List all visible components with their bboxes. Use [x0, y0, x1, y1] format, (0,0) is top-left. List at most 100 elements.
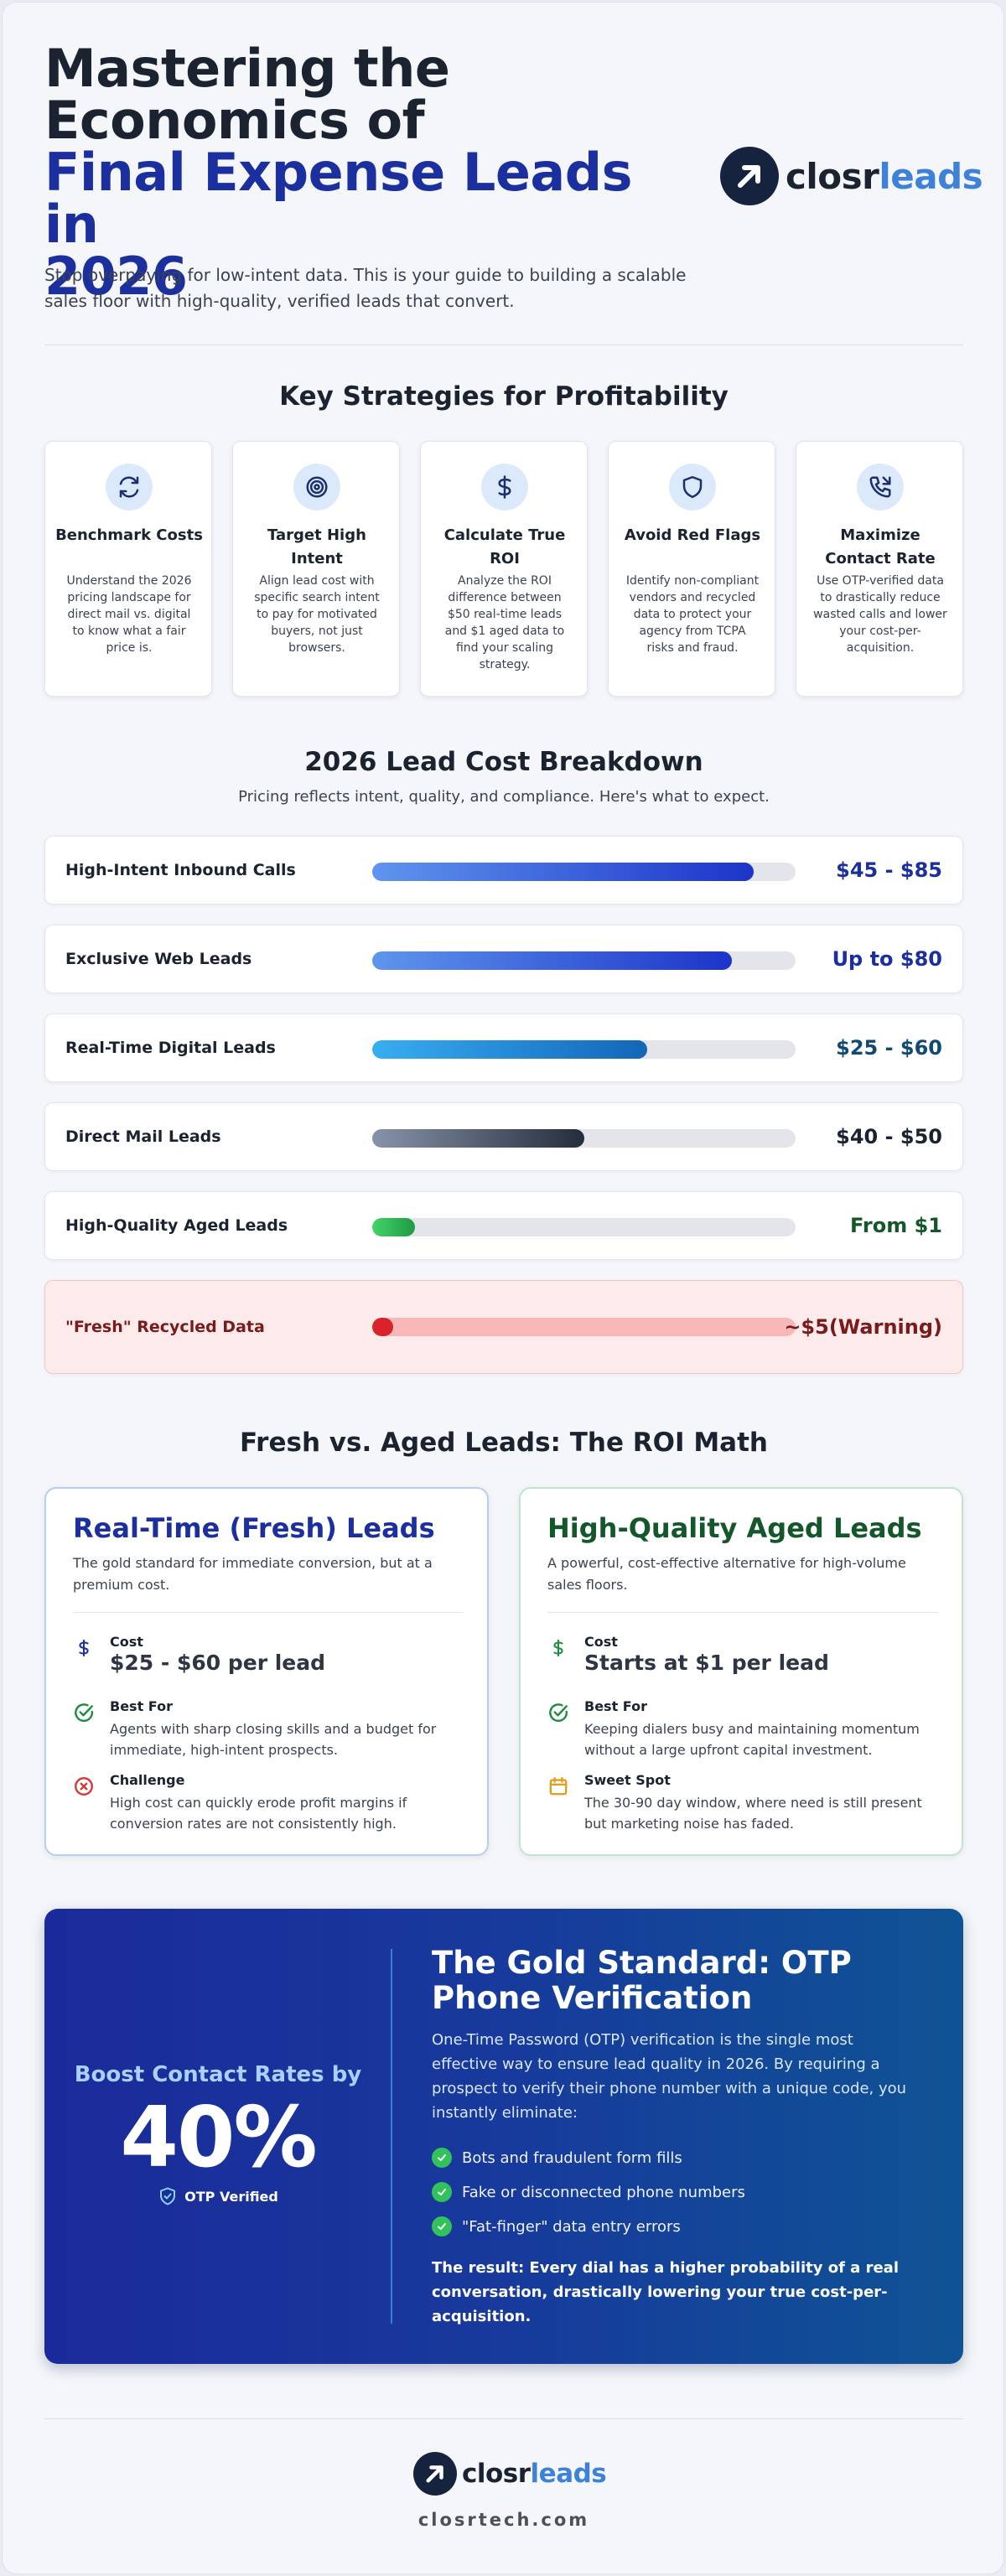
strategy-card-title: Benchmark Costs: [55, 526, 203, 544]
dollar-icon: [547, 1637, 569, 1659]
target-icon: [293, 464, 340, 511]
check-circle-icon: [73, 1702, 95, 1723]
title-line-2: Economics of: [44, 90, 425, 151]
otp-list-text: "Fat-finger" data entry errors: [462, 2217, 681, 2236]
item-value: The 30-90 day window, where need is stil…: [584, 1795, 922, 1832]
divider: [73, 1612, 464, 1613]
check-circle-icon: [547, 1702, 569, 1723]
otp-list-item: "Fat-finger" data entry errors: [432, 2216, 918, 2237]
divider: [547, 1612, 938, 1613]
otp-title: The Gold Standard: OTP Phone Verificatio…: [432, 1946, 926, 2016]
strategy-card-desc: Identify non-compliant vendors and recyc…: [625, 574, 760, 655]
check-icon: [432, 2216, 452, 2237]
aged-leads-desc: A powerful, cost-effective alternative f…: [547, 1555, 906, 1593]
cost-bar-fill: [372, 1129, 584, 1148]
item-value: Keeping dialers busy and maintaining mom…: [584, 1721, 920, 1758]
item-label: Best For: [110, 1698, 173, 1714]
item-value: High cost can quickly erode profit margi…: [110, 1795, 407, 1832]
cost-row-value: ~$5 (Warning): [784, 1281, 942, 1373]
page-subtitle: Stop overpaying for low-intent data. Thi…: [44, 265, 687, 311]
cost-row-value-line2: (Warning): [828, 1315, 942, 1339]
strategy-card-desc: Understand the 2026 pricing landscape fo…: [66, 574, 192, 655]
fresh-leads-card: Real-Time (Fresh) Leads The gold standar…: [44, 1487, 489, 1856]
dollar-icon: [73, 1637, 95, 1659]
footer-url[interactable]: closrtech.com: [417, 2510, 590, 2530]
otp-percent: 40%: [120, 2088, 317, 2186]
strategy-card-desc: Analyze the ROI difference between $50 r…: [444, 574, 565, 671]
item-label: Challenge: [110, 1772, 185, 1788]
cost-row-value-line1: ~$5: [784, 1315, 829, 1339]
cost-bar-track: [372, 1218, 796, 1236]
fresh-leads-title: Real-Time (Fresh) Leads: [73, 1512, 435, 1544]
strategy-card-roi: Calculate True ROI Analyze the ROI diffe…: [420, 441, 588, 697]
arrow-up-right-icon: [720, 147, 779, 205]
title-line-1: Mastering the: [44, 38, 450, 99]
cost-bar-fill: [372, 1218, 415, 1236]
cost-row: Exclusive Web Leads Up to $80: [44, 925, 963, 993]
brand-logo: closr leads: [720, 147, 983, 205]
cost-bar-track: [372, 1040, 796, 1059]
cost-breakdown-title: 2026 Lead Cost Breakdown: [304, 747, 703, 777]
strategy-card-title: Maximize Contact Rate: [825, 526, 936, 568]
cost-row: High-Intent Inbound Calls $45 - $85: [44, 836, 963, 904]
cost-bar-track: [372, 863, 796, 881]
cost-row: Real-Time Digital Leads $25 - $60: [44, 1013, 963, 1082]
otp-result: The result: Every dial has a higher prob…: [432, 2259, 899, 2325]
otp-title-line2: Phone Verification: [432, 1980, 753, 2016]
cost-bar-fill: [372, 951, 733, 970]
otp-verified-badge: OTP Verified: [44, 2185, 392, 2207]
cost-bar-fill: [372, 1318, 394, 1336]
otp-verified-label: OTP Verified: [184, 2188, 278, 2205]
title-line-3: Final Expense Leads in: [44, 142, 633, 255]
cost-row: Direct Mail Leads $40 - $50: [44, 1102, 963, 1171]
cost-bar-track: [372, 1129, 796, 1148]
strategy-card-title: Target High Intent: [267, 526, 366, 568]
otp-list-text: Bots and fraudulent form fills: [462, 2148, 682, 2167]
aged-leads-title: High-Quality Aged Leads: [547, 1512, 922, 1544]
strategy-card-title: Calculate True ROI: [443, 526, 566, 568]
cost-bar-fill: [372, 863, 754, 881]
cost-row-label: "Fresh" Recycled Data: [65, 1318, 265, 1336]
cost-bar-track: [372, 951, 796, 970]
cost-bar-fill: [372, 1040, 648, 1059]
x-circle-icon: [73, 1775, 95, 1797]
dollar-icon: [481, 464, 528, 511]
calendar-icon: [547, 1775, 569, 1797]
otp-panel: Boost Contact Rates by 40% OTP Verified …: [44, 1909, 963, 2364]
item-label: Cost: [110, 1634, 143, 1650]
cost-row-value: $45 - $85: [836, 858, 942, 882]
strategy-card-desc: Align lead cost with specific search int…: [254, 574, 380, 655]
fresh-leads-desc: The gold standard for immediate conversi…: [73, 1555, 433, 1593]
strategy-card-intent: Target High Intent Align lead cost with …: [232, 441, 400, 697]
cost-bar-track: [372, 1318, 796, 1336]
otp-list-item: Fake or disconnected phone numbers: [432, 2181, 918, 2203]
cost-row: High-Quality Aged Leads From $1: [44, 1191, 963, 1260]
brand-name-part2: leads: [530, 2459, 607, 2489]
divider: [391, 1949, 392, 2324]
arrow-up-right-icon: [413, 2452, 457, 2496]
divider: [44, 2418, 963, 2419]
cost-row-label: High-Quality Aged Leads: [65, 1216, 288, 1235]
otp-title-line1: The Gold Standard: OTP: [432, 1945, 852, 1981]
item-value: $25 - $60 per lead: [110, 1651, 326, 1675]
check-icon: [432, 2148, 452, 2168]
item-label: Best For: [584, 1698, 647, 1714]
item-label: Sweet Spot: [584, 1772, 671, 1788]
cost-row-warning: "Fresh" Recycled Data ~$5 (Warning): [44, 1280, 963, 1374]
cost-row-label: High-Intent Inbound Calls: [65, 861, 296, 879]
strategy-cards: Benchmark Costs Understand the 2026 pric…: [44, 441, 963, 697]
title-line-4: 2026: [44, 246, 188, 307]
otp-stat: Boost Contact Rates by 40% OTP Verified: [44, 1909, 392, 2364]
cost-row-value: From $1: [850, 1214, 942, 1237]
cost-row-value: Up to $80: [832, 947, 942, 971]
otp-boost-label: Boost Contact Rates by: [74, 2062, 362, 2087]
otp-list-item: Bots and fraudulent form fills: [432, 2147, 918, 2169]
aged-leads-card: High-Quality Aged Leads A powerful, cost…: [519, 1487, 963, 1856]
compare-title: Fresh vs. Aged Leads: The ROI Math: [239, 1428, 768, 1458]
strategy-card-contact-rate: Maximize Contact Rate Use OTP-verified d…: [796, 441, 963, 697]
strategy-card-benchmark: Benchmark Costs Understand the 2026 pric…: [44, 441, 212, 697]
strategy-card-red-flags: Avoid Red Flags Identify non-compliant v…: [608, 441, 775, 697]
shield-icon: [669, 464, 716, 511]
page-title: Mastering the Economics of Final Expense…: [44, 43, 698, 303]
